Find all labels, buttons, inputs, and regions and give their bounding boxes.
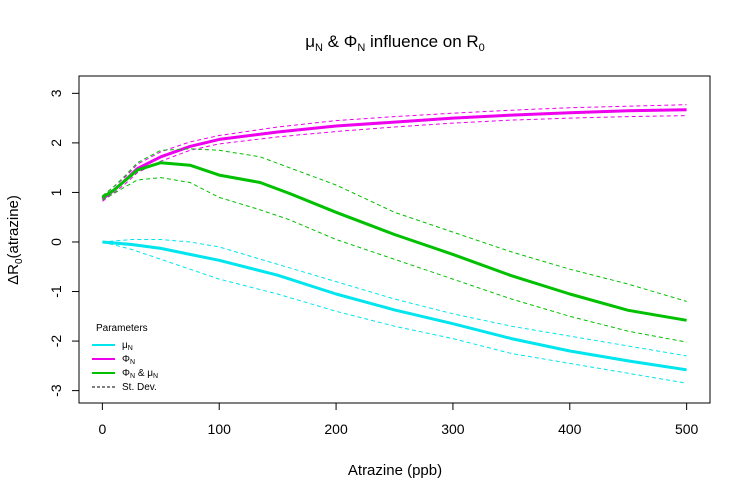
- series-line: [102, 148, 687, 302]
- series-line: [102, 104, 687, 197]
- y-tick-label: -2: [48, 335, 64, 348]
- series-line: [102, 115, 687, 202]
- x-tick-label: 200: [324, 421, 348, 437]
- series-line: [101, 161, 687, 322]
- y-axis-label: ΔR0(atrazine): [5, 195, 25, 285]
- legend-label: ΦN: [122, 354, 135, 366]
- series-group: [101, 104, 687, 384]
- series-line: [102, 241, 687, 384]
- x-tick-label: 0: [98, 421, 106, 437]
- legend-label: μN: [122, 340, 133, 352]
- y-tick-label: 3: [48, 89, 64, 97]
- y-tick-label: -1: [48, 285, 64, 298]
- plot-area: [78, 75, 711, 404]
- x-tick-label: 500: [675, 421, 699, 437]
- axes: 0 100 200 300 400 500 -3 -2 -1 0 1 2 3: [48, 89, 699, 437]
- x-tick-label: 100: [208, 421, 232, 437]
- y-tick-label: 0: [48, 238, 64, 246]
- legend-label: ΦN & μN: [122, 368, 158, 380]
- series-line: [102, 239, 687, 357]
- y-tick-label: 2: [48, 139, 64, 147]
- x-tick-label: 300: [441, 421, 465, 437]
- chart-title: μN & ΦN influence on R0: [305, 32, 485, 54]
- series-line: [102, 240, 687, 372]
- series-line: [102, 177, 687, 343]
- x-axis-label: Atrazine (ppb): [348, 462, 442, 479]
- legend: Parameters μN ΦN ΦN & μN St. Dev.: [92, 323, 158, 393]
- legend-label: St. Dev.: [122, 382, 157, 393]
- x-tick-label: 400: [558, 421, 582, 437]
- y-tick-label: -3: [48, 384, 64, 397]
- legend-title: Parameters: [96, 323, 148, 334]
- y-tick-label: 1: [48, 188, 64, 196]
- series-line: [101, 108, 687, 201]
